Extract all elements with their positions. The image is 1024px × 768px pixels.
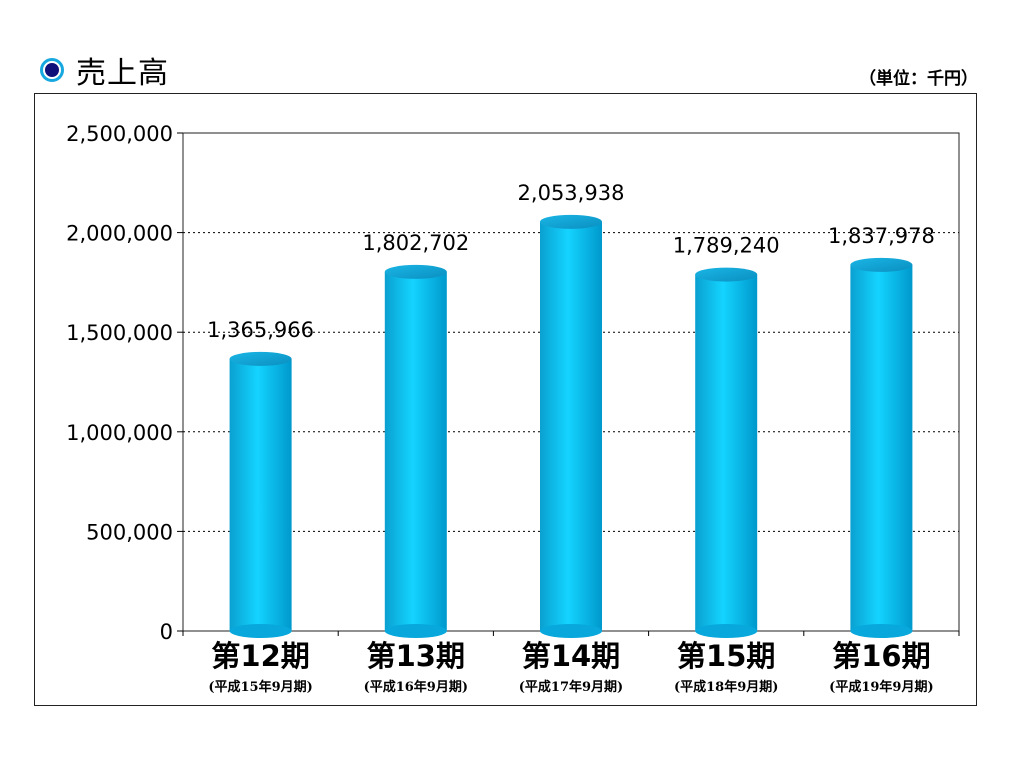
y-tick-label: 1,000,000 — [66, 421, 173, 445]
bar-base — [229, 624, 292, 638]
chart-title: 売上高 — [76, 56, 169, 91]
x-tick-label: 第13期 — [367, 639, 465, 673]
bar-top — [540, 214, 602, 229]
data-label: 1,837,978 — [828, 224, 935, 248]
x-tick-label: 第12期 — [211, 639, 309, 673]
chart-title-group: 売上高 — [40, 50, 169, 91]
data-label: 1,365,966 — [207, 318, 314, 342]
x-sub-label: (平成19年9月期) — [829, 679, 933, 695]
unit-label: （単位：千円） — [859, 69, 978, 89]
x-sub-label: (平成18年9月期) — [674, 679, 778, 695]
data-label: 2,053,938 — [518, 181, 625, 205]
x-sub-label: (平成16年9月期) — [364, 679, 468, 695]
data-label: 1,789,240 — [673, 234, 780, 258]
bar-base — [850, 624, 913, 638]
x-tick-label: 第15期 — [677, 639, 775, 673]
bar — [540, 221, 602, 632]
bullet-icon — [40, 58, 64, 82]
bar — [695, 274, 758, 631]
y-tick-label: 2,000,000 — [66, 222, 173, 246]
bar-top — [229, 351, 292, 366]
y-tick-label: 0 — [160, 620, 173, 644]
bar-base — [540, 624, 602, 638]
bar — [229, 358, 292, 631]
bar-top — [850, 257, 913, 272]
bar — [384, 271, 447, 631]
x-sub-label: (平成17年9月期) — [519, 679, 623, 695]
bar-top — [695, 267, 758, 282]
bar-base — [384, 624, 447, 638]
x-sub-label: (平成15年9月期) — [208, 679, 312, 695]
y-tick-label: 1,500,000 — [66, 321, 173, 345]
bar — [850, 264, 913, 631]
x-tick-label: 第14期 — [522, 639, 620, 673]
bar-top — [384, 264, 447, 279]
x-tick-label: 第16期 — [832, 639, 930, 673]
y-tick-label: 500,000 — [86, 520, 173, 544]
data-label: 1,802,702 — [362, 231, 469, 255]
chart-frame — [34, 93, 977, 706]
y-tick-label: 2,500,000 — [66, 122, 173, 146]
bar-base — [695, 624, 758, 638]
